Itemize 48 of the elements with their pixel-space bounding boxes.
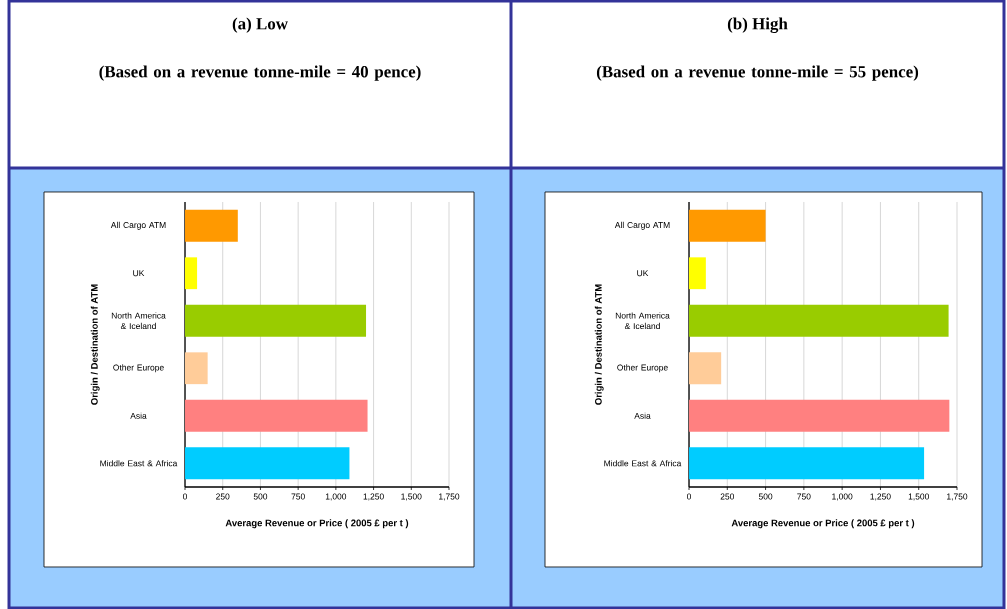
x-tick-label: 1,000 (325, 493, 347, 501)
bar (185, 304, 367, 337)
chart-subtitle: (Based on a revenue tonne-mile = 40 pence) (99, 65, 421, 81)
y-tick-label: Asia (130, 412, 147, 419)
bar (689, 257, 706, 290)
y-tick-label: North America & Iceland (111, 312, 166, 330)
x-tick-label: 1,750 (947, 493, 968, 501)
x-axis-title: Average Revenue or Price ( 2005 £ per t ) (731, 519, 915, 529)
bar (185, 352, 208, 385)
x-tick-label: 0 (686, 493, 692, 500)
y-tick-label: UK (133, 270, 145, 277)
bar (689, 209, 766, 242)
x-tick-label: 1,500 (908, 493, 929, 501)
bar (689, 304, 949, 337)
x-tick-label: 1,000 (832, 493, 853, 501)
chart-subtitle: (Based on a revenue tonne-mile = 55 pence) (596, 65, 919, 81)
x-tick-label: 500 (758, 493, 773, 500)
x-tick-label: 1,250 (363, 493, 384, 501)
chart-title: (b) High (727, 17, 788, 33)
y-axis-title: Origin / Destination of ATM (90, 284, 100, 405)
x-tick-label: 250 (216, 493, 230, 500)
y-tick-label: All Cargo ATM (614, 221, 670, 230)
bar (185, 257, 198, 290)
bar (689, 399, 950, 432)
y-tick-label: Other Europe (617, 364, 668, 373)
bar (689, 447, 925, 480)
bar (185, 447, 350, 480)
bar (689, 352, 722, 385)
x-axis-title: Average Revenue or Price ( 2005 £ per t ) (225, 519, 409, 529)
chart-title: (a) Low (232, 17, 288, 33)
y-tick-label: Other Europe (113, 364, 164, 373)
x-tick-label: 250 (720, 493, 735, 500)
x-tick-label: 1,250 (870, 493, 891, 501)
x-tick-label: 750 (291, 493, 305, 500)
y-tick-label: Middle East & Africa (100, 460, 178, 467)
bar (185, 399, 368, 432)
x-tick-label: 750 (797, 493, 811, 500)
y-axis-title: Origin / Destination of ATM (594, 284, 604, 405)
x-tick-label: 1,750 (439, 493, 460, 501)
y-tick-label: Asia (634, 412, 651, 419)
x-tick-label: 1,500 (401, 493, 422, 501)
y-tick-label: UK (637, 270, 649, 277)
bar (185, 209, 238, 242)
y-tick-label: All Cargo ATM (110, 221, 166, 230)
x-tick-label: 0 (182, 493, 188, 500)
y-tick-label: North America & Iceland (615, 312, 670, 330)
y-tick-label: Middle East & Africa (604, 460, 682, 467)
x-tick-label: 500 (253, 493, 268, 500)
